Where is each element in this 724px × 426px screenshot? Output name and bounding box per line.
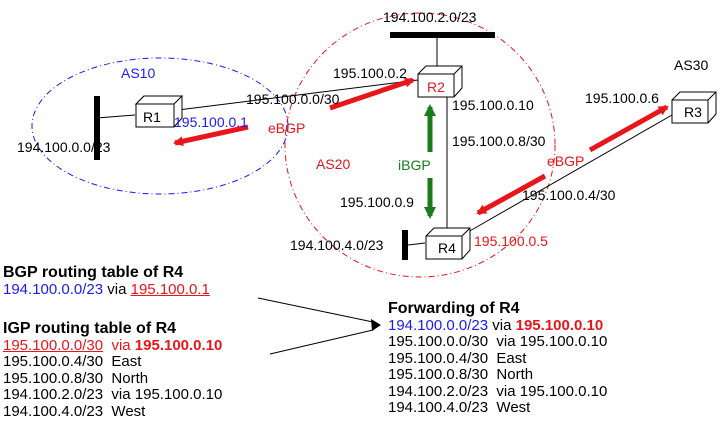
- link-r1-r2: [177, 79, 419, 111]
- r2-if-down-addr: 195.100.0.10: [452, 97, 534, 113]
- link-r3-r4-subnet: 195.100.0.4/30: [522, 187, 616, 203]
- link-r2-r4-subnet: 195.100.0.8/30: [452, 133, 546, 149]
- as30-label: AS30: [674, 57, 708, 73]
- bgp-prefix: 194.100.0.0/23: [3, 280, 104, 298]
- ibgp-label: iBGP: [398, 157, 431, 173]
- igp-table-row: 195.100.0.8/30 North: [3, 369, 149, 387]
- ebgp-left-arrow: [173, 124, 249, 147]
- as10-label: AS10: [121, 65, 155, 81]
- ebgp-left-arrow-2: [329, 77, 415, 111]
- r2-lan-prefix: 194.100.2.0/23: [383, 9, 477, 25]
- router-r1-label: R1: [143, 109, 161, 125]
- igp-table-row: 194.100.4.0/23 West: [3, 402, 146, 420]
- bgp-table: BGP routing table of R4 194.100.0.0/23 v…: [3, 264, 210, 299]
- link-r4-lan: [407, 242, 426, 246]
- bgp-table-row: 194.100.0.0/23 via 195.100.0.1: [3, 280, 210, 299]
- bgp-next-hop: 195.100.0.1: [130, 280, 210, 298]
- igp-first-prefix: 195.100.0.0/30: [3, 336, 104, 354]
- r4-lan-prefix: 194.100.4.0/23: [290, 237, 384, 253]
- forwarding-first-next: 195.100.0.10: [515, 316, 604, 334]
- pointer-arrowhead: [371, 319, 381, 331]
- router-r3-label: R3: [684, 104, 702, 120]
- router-r4: [425, 227, 471, 260]
- forwarding-table-title: Forwarding of R4: [388, 300, 520, 317]
- bgp-table-title: BGP routing table of R4: [3, 264, 184, 281]
- forwarding-first-prefix: 194.100.0.0/23: [388, 316, 489, 334]
- forwarding-row: 195.100.0.8/30 North: [388, 366, 534, 383]
- link-r3-r4: [467, 114, 673, 233]
- igp-table-row: 195.100.0.4/30 East: [3, 353, 142, 370]
- r2-if-as10-addr: 195.100.0.2: [333, 65, 407, 81]
- igp-table: IGP routing table of R4 195.100.0.0/30 v…: [3, 320, 223, 420]
- router-r2-label: R2: [427, 79, 445, 95]
- forwarding-row: 194.100.2.0/23 via 195.100.0.10: [388, 382, 608, 400]
- as20-label: AS20: [316, 156, 350, 172]
- forwarding-first-via: via: [492, 316, 512, 334]
- link-r1-lan: [96, 114, 136, 119]
- router-r4-label: R4: [438, 240, 456, 256]
- forwarding-row: 195.100.0.0/30 via 195.100.0.10: [388, 333, 608, 350]
- r4-if-r3-addr: 195.100.0.5: [474, 233, 548, 249]
- igp-first-via: via: [111, 336, 131, 354]
- ebgp-left-label: eBGP: [268, 120, 305, 136]
- forwarding-row: 195.100.0.4/30 East: [388, 349, 527, 367]
- router-r3: [671, 91, 717, 124]
- r1-lan-prefix: 194.100.0.0/23: [17, 139, 111, 155]
- r4-if-up-addr: 195.100.0.9: [340, 194, 414, 210]
- forwarding-table: Forwarding of R4 194.100.0.0/23 via 195.…: [388, 300, 608, 417]
- router-r2: [417, 65, 463, 98]
- r3-if-addr: 195.100.0.6: [585, 90, 659, 106]
- as20-boundary: [284, 12, 556, 278]
- ebgp-right-arrow-up: [588, 104, 669, 153]
- link-r1-r2-subnet: 195.100.0.0/30: [246, 91, 340, 107]
- forwarding-first-row: 194.100.0.0/23 via 195.100.0.10: [388, 316, 607, 335]
- bgp-to-forwarding-pointer: [257, 297, 374, 323]
- igp-table-first-row: 195.100.0.0/30 via 195.100.0.10: [3, 336, 223, 355]
- as10-boundary: [31, 57, 289, 195]
- igp-to-forwarding-pointer: [269, 329, 374, 355]
- igp-table-title: IGP routing table of R4: [3, 320, 177, 337]
- igp-first-next: 195.100.0.10: [134, 336, 223, 354]
- bgp-via: via: [107, 280, 127, 298]
- igp-table-row: 194.100.2.0/23 via 195.100.0.10: [3, 386, 223, 403]
- ebgp-right-arrow-down: [476, 173, 547, 216]
- forwarding-row: 194.100.4.0/23 West: [388, 399, 531, 416]
- ebgp-right-label: eBGP: [547, 153, 584, 169]
- router-r1: [134, 95, 184, 128]
- r1-if-addr: 195.100.0.1: [174, 114, 248, 130]
